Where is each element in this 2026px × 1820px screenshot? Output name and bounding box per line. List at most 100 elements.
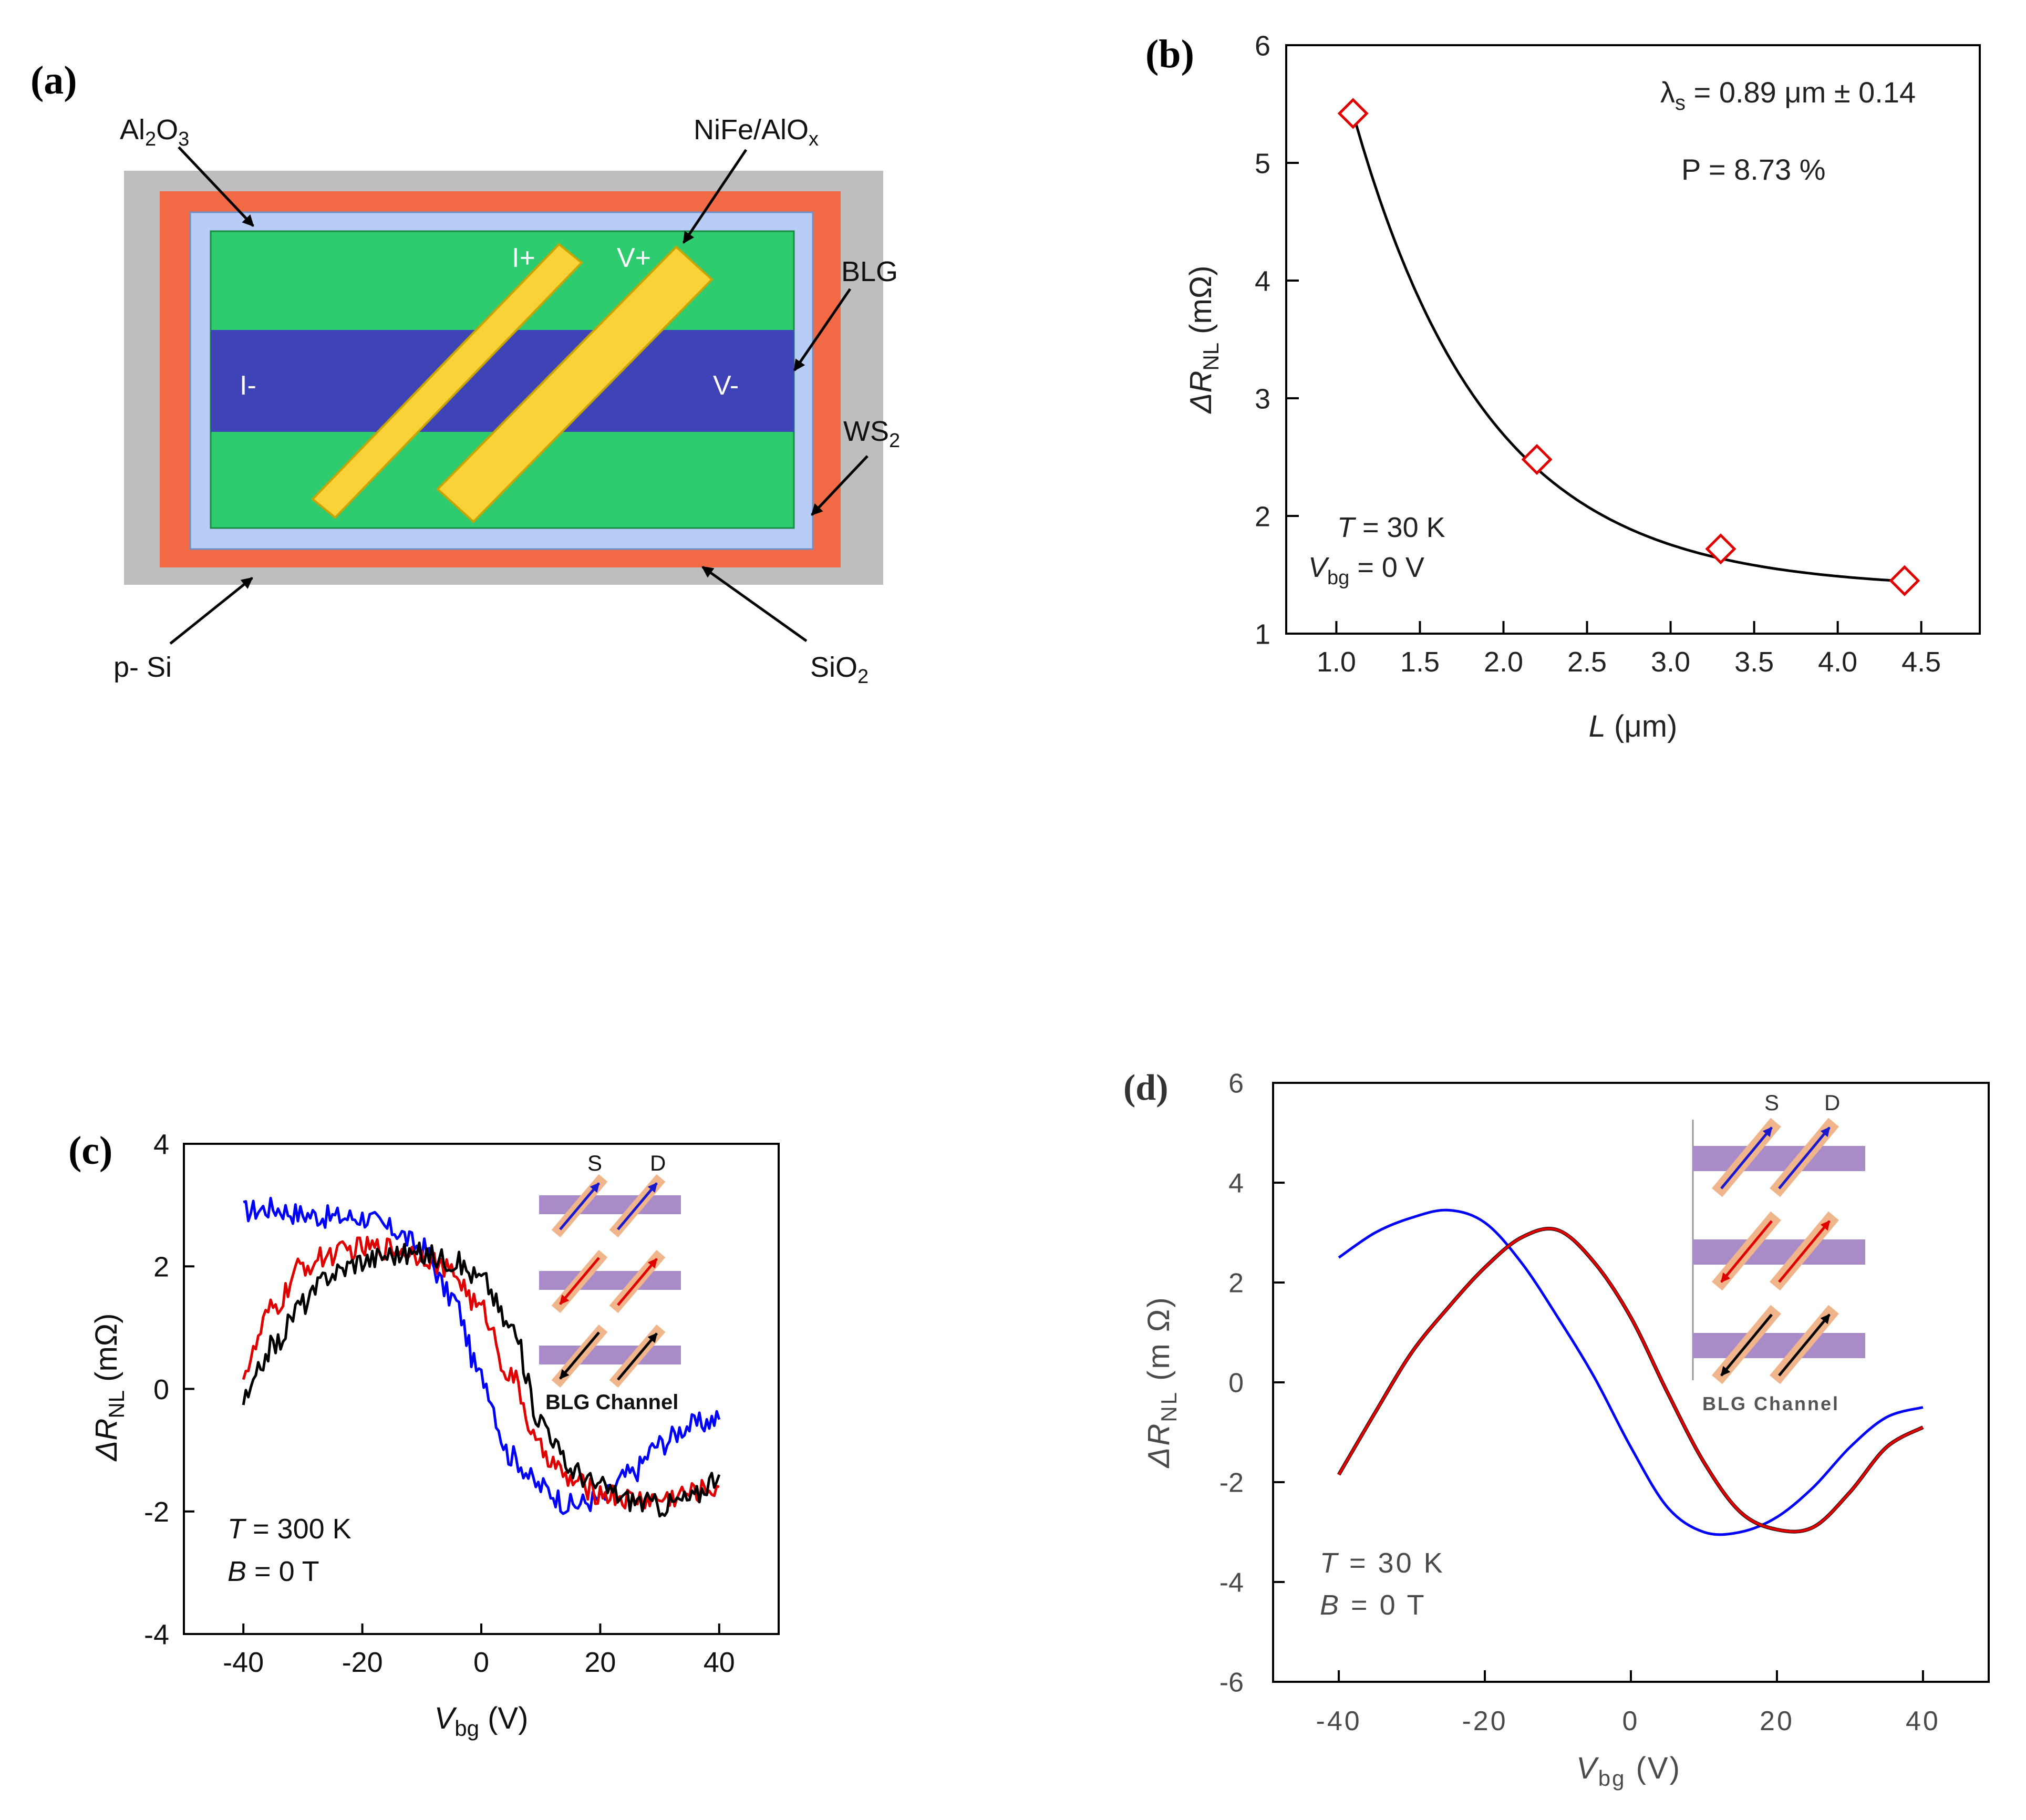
panel-d-inset-channel-2	[1693, 1239, 1865, 1265]
panel-d-inset-arrow	[1778, 1314, 1831, 1377]
blg-label: BLG	[841, 256, 898, 287]
panel-b-label: (b)	[1145, 32, 1194, 76]
panel-d-label: (d)	[1123, 1068, 1169, 1108]
nife-arrow	[682, 149, 748, 244]
panel-c-ylabel: ΔRNL (mΩ)	[89, 1314, 129, 1462]
series-line-red	[242, 1236, 720, 1509]
panel-d-inset-caption: BLG Channel	[1702, 1393, 1839, 1414]
y-tick-label: 1	[1255, 618, 1270, 650]
ws2-label: WS2	[843, 416, 900, 452]
x-tick-label: -40	[223, 1647, 264, 1678]
p-si-label: p- Si	[113, 652, 172, 683]
panel-c-inset-caption: BLG Channel	[545, 1391, 678, 1414]
y-tick-label: -4	[1219, 1568, 1244, 1598]
al2o3-label: Al2O3	[120, 114, 189, 150]
panel-d-inset-channel-3	[1693, 1333, 1865, 1358]
panel-b-temperature: T = 30 K	[1337, 512, 1445, 543]
y-tick-label: 0	[153, 1374, 169, 1405]
panel-c-temperature: T = 300 K	[228, 1513, 352, 1545]
x-tick-label: 40	[704, 1647, 735, 1678]
panel-b-gate-voltage: Vbg = 0 V	[1308, 552, 1424, 589]
data-point	[1337, 98, 1369, 129]
y-tick-label: -2	[1219, 1468, 1244, 1498]
y-tick-label: 6	[1255, 30, 1270, 61]
panel-a-label: (a)	[30, 58, 77, 102]
panel-c-inset-channel-1	[539, 1195, 681, 1214]
panel-b-marks	[1337, 98, 1920, 596]
panel-c-label: (c)	[68, 1129, 112, 1173]
y-tick-label: 4	[1255, 265, 1270, 297]
sio2-arrow	[701, 565, 808, 643]
panel-d-inset-arrow	[1778, 1220, 1831, 1283]
data-point	[1889, 565, 1920, 596]
x-tick-label: 0	[1622, 1706, 1640, 1736]
x-tick-label: -20	[1462, 1706, 1507, 1736]
x-tick-label: 2.0	[1484, 646, 1523, 678]
panel-b-lambda: λs = 0.89 μm ± 0.14	[1660, 76, 1916, 115]
panel-d-marks	[1337, 1208, 1924, 1536]
y-tick-label: 6	[1228, 1069, 1244, 1099]
panel-c-inset-arrow	[559, 1182, 600, 1230]
panel-b-xlabel: L (μm)	[1589, 709, 1678, 743]
y-tick-label: 2	[1228, 1268, 1244, 1299]
panel-c-inset-channel-3	[539, 1346, 681, 1364]
al2o3-arrow	[178, 146, 254, 227]
blg-arrow	[793, 288, 852, 371]
series-line-red	[1337, 1227, 1924, 1533]
panel-d-inset-arrow	[1720, 1314, 1773, 1377]
data-point	[1705, 533, 1736, 565]
v-plus-contact	[436, 245, 714, 523]
y-tick-label: 4	[1228, 1168, 1244, 1199]
x-tick-label: 1.0	[1317, 646, 1356, 678]
panel-d-inset-arrow	[1720, 1126, 1773, 1190]
y-tick-label: 4	[153, 1129, 169, 1160]
x-tick-label: 2.5	[1567, 646, 1607, 678]
panel-c-xlabel: Vbg (V)	[435, 1701, 529, 1741]
x-tick-label: 3.5	[1734, 646, 1774, 678]
nife-label: NiFe/AlOx	[694, 114, 819, 150]
panel-c-inset-channel-2	[539, 1271, 681, 1290]
panel-d-field: B = 0 T	[1320, 1589, 1427, 1621]
x-tick-label: 0	[473, 1647, 489, 1678]
ws2-arrow	[811, 455, 869, 516]
p-si-arrow	[169, 577, 253, 645]
panel-b-frame	[1285, 44, 1981, 635]
series-line-blue	[1338, 1208, 1924, 1536]
x-tick-label: 4.0	[1818, 646, 1857, 678]
series-line-black	[1337, 1226, 1924, 1534]
fit-curve	[1351, 113, 1905, 583]
panel-b-ticks: 1.0 1.5 2.0 2.5 3.0 3.5 4.0 4.5 1 2 3 4 5 6	[1255, 30, 1941, 678]
i-minus-label: I-	[240, 370, 256, 401]
x-tick-label: 3.0	[1651, 646, 1690, 678]
panel-c-inset-arrow	[617, 1332, 658, 1381]
panel-c-marks	[242, 1196, 721, 1518]
x-tick-label: -20	[342, 1647, 383, 1678]
v-plus-label: V+	[617, 243, 651, 273]
panel-d-inset-source-label: S	[1764, 1090, 1779, 1115]
series-line-black	[242, 1241, 721, 1518]
series-line-blue	[243, 1196, 721, 1515]
y-tick-label: 2	[153, 1252, 169, 1283]
y-tick-label: 2	[1255, 501, 1270, 532]
x-tick-label: 20	[1760, 1706, 1794, 1736]
panel-b-polarization: P = 8.73 %	[1681, 153, 1826, 186]
panel-d-xlabel: Vbg (V)	[1576, 1751, 1681, 1791]
x-tick-label: 4.5	[1901, 646, 1941, 678]
panel-c-inset-source-label: S	[587, 1151, 602, 1175]
y-tick-label: 0	[1228, 1368, 1244, 1399]
y-tick-label: -2	[144, 1496, 169, 1528]
y-tick-label: 3	[1255, 383, 1270, 415]
panel-d-inset-arrow	[1720, 1220, 1773, 1283]
i-plus-contact	[311, 243, 583, 519]
panel-d-ylabel: ΔRNL (m Ω)	[1142, 1296, 1181, 1469]
x-tick-label: 40	[1906, 1706, 1940, 1736]
panel-c-inset-drain-label: D	[650, 1151, 666, 1175]
x-tick-label: 1.5	[1400, 646, 1440, 678]
v-minus-label: V-	[713, 370, 739, 401]
panel-b-ylabel: ΔRNL (mΩ)	[1184, 266, 1223, 415]
y-tick-label: -4	[144, 1619, 169, 1650]
panel-b-chart: (b) 1.0 1.5 2.0 2.5 3.0 3.5 4.0 4.5 1 2 3 4 5 6 λs = …	[1145, 30, 1981, 743]
